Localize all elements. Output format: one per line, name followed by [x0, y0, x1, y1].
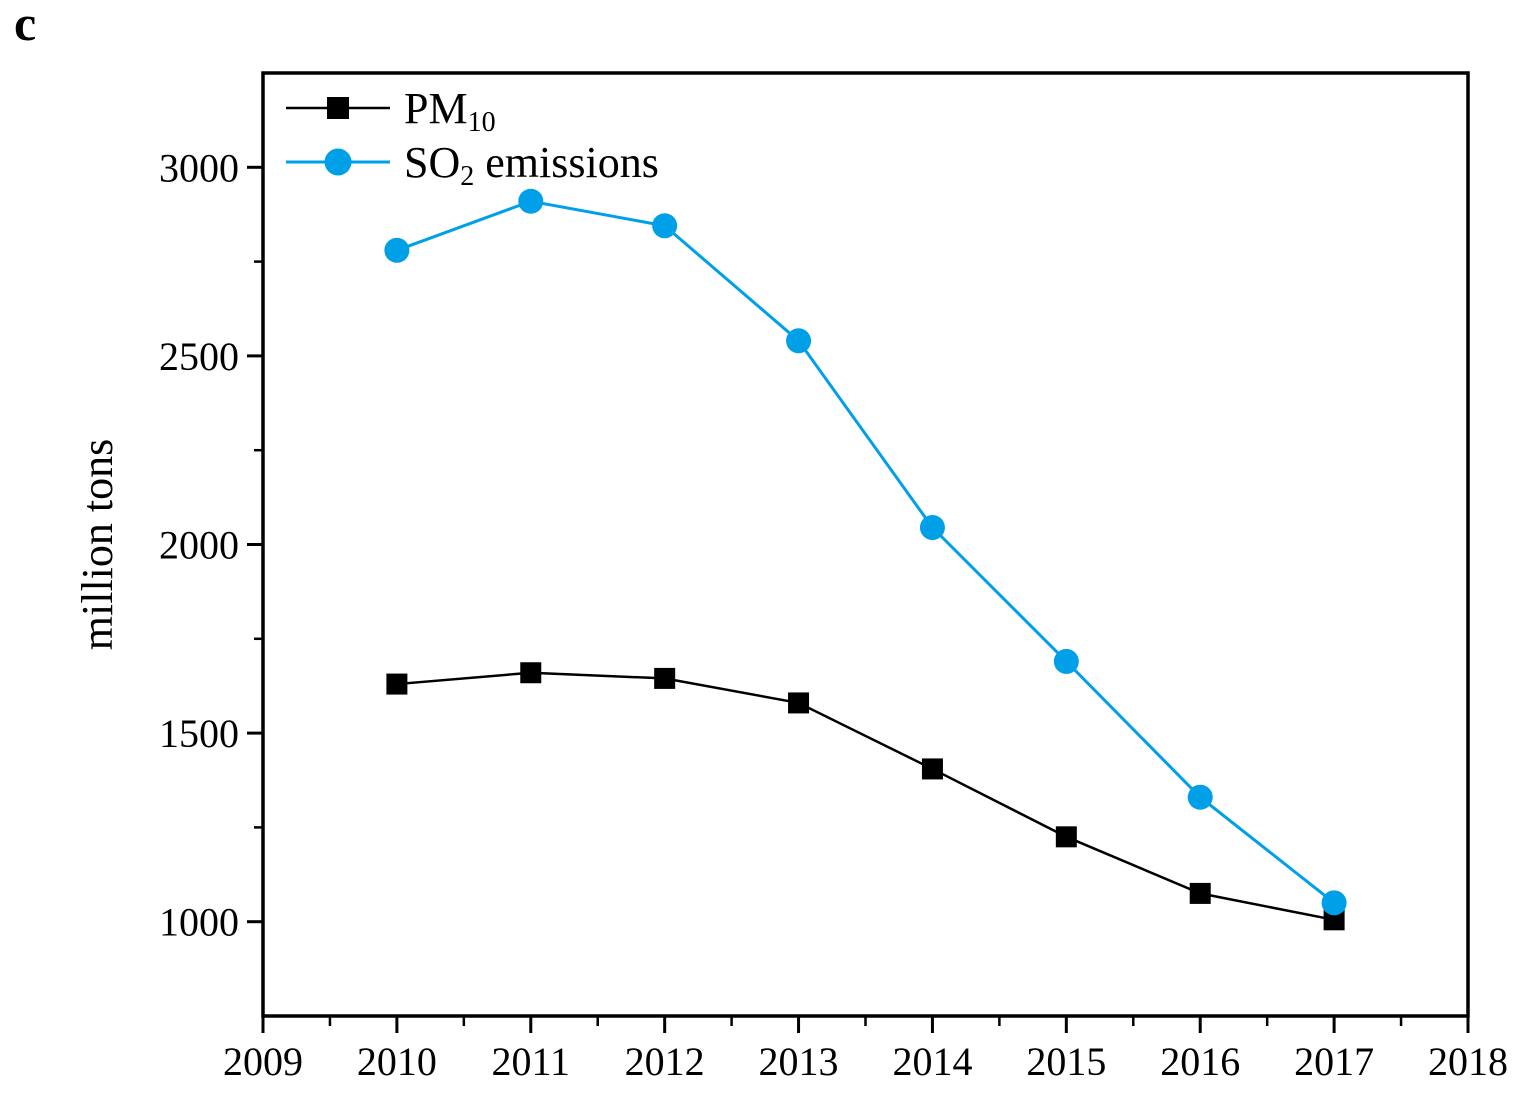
data-point-square [520, 662, 542, 684]
data-point-square [654, 667, 676, 689]
x-axis-tick-label: 2016 [1160, 1039, 1240, 1084]
x-axis-tick-label: 2013 [759, 1039, 839, 1084]
data-point-circle [652, 213, 678, 239]
x-axis-tick-label: 2018 [1428, 1039, 1508, 1084]
x-axis-tick-label: 2014 [892, 1039, 972, 1084]
data-point-circle [1187, 784, 1213, 810]
panel-label: c [14, 0, 37, 51]
x-axis-tick-label: 2011 [492, 1039, 571, 1084]
x-axis-tick-label: 2015 [1026, 1039, 1106, 1084]
y-axis-tick-label: 1500 [159, 711, 239, 756]
data-point-square [788, 692, 810, 714]
legend-square-marker-icon [327, 97, 349, 119]
data-point-square [1055, 826, 1077, 848]
y-axis-tick-label: 2000 [159, 523, 239, 568]
series-so2-emissions [384, 188, 1347, 916]
plot-area-border [261, 71, 1470, 1018]
y-axis-title: million tons [73, 439, 122, 650]
data-point-circle [1321, 890, 1347, 916]
series-line-so2-emissions [396, 199, 1336, 905]
data-point-square [1189, 882, 1211, 904]
legend-label: PM10 [404, 84, 496, 138]
data-point-square [386, 673, 408, 695]
data-point-circle [384, 237, 410, 263]
y-axis: 1000 1500 2000 2500 3000 [159, 145, 263, 945]
x-axis-tick-label: 2017 [1294, 1039, 1374, 1084]
y-axis-tick-label: 3000 [159, 145, 239, 190]
legend-item-pm10: PM10 [286, 84, 496, 138]
data-point-circle [786, 328, 812, 354]
data-point-square [921, 758, 943, 780]
x-axis-tick-label: 2010 [357, 1039, 437, 1084]
y-axis-tick-label: 2500 [159, 334, 239, 379]
legend-item-so2-emissions: SO2 emissions [286, 138, 659, 192]
legend-circle-marker-icon [324, 148, 352, 176]
series-line-pm10 [396, 671, 1335, 922]
y-axis-tick-label: 1000 [159, 900, 239, 945]
data-point-circle [1053, 648, 1079, 674]
data-point-circle [919, 515, 945, 541]
legend-label: SO2 emissions [404, 138, 659, 192]
x-axis-tick-label: 2009 [223, 1039, 303, 1084]
x-axis-tick-label: 2012 [625, 1039, 705, 1084]
data-point-circle [518, 188, 544, 214]
series-pm10 [386, 662, 1345, 931]
data-point-square [1323, 909, 1345, 931]
x-axis: 2009 2010 2011 2012 2013 2014 2015 2016 2017 2018 [223, 1016, 1508, 1084]
